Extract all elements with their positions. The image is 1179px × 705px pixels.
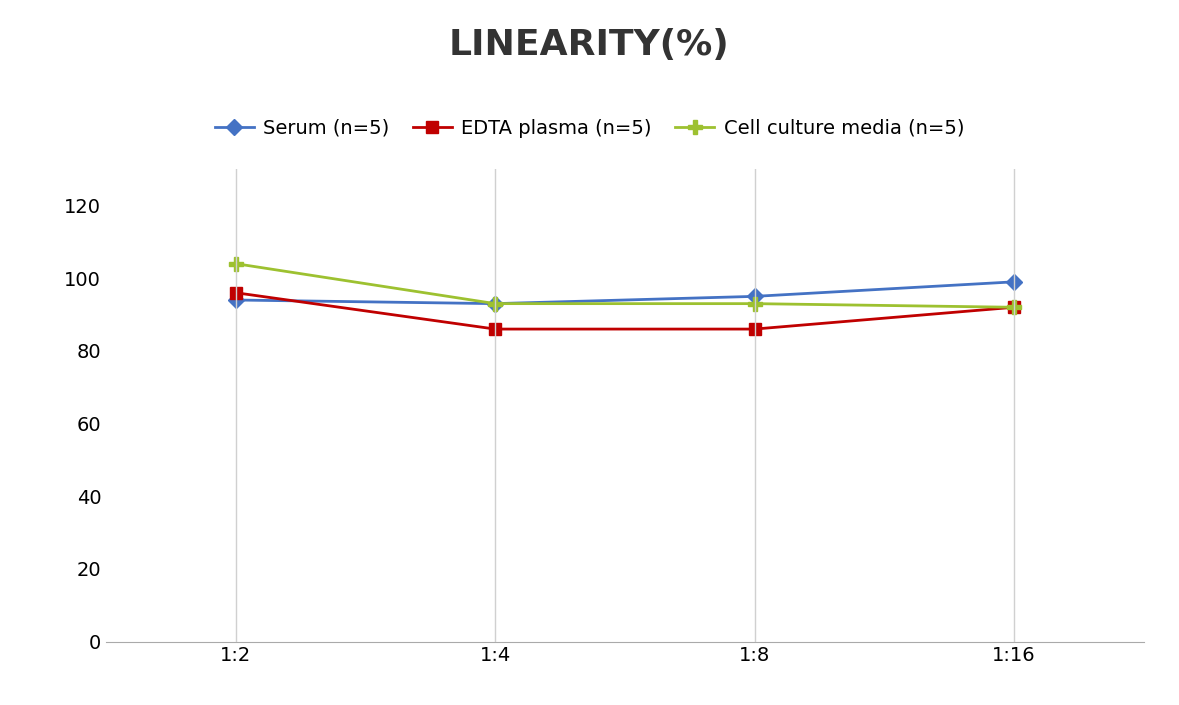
Cell culture media (n=5) xyxy=(1007,303,1021,312)
EDTA plasma (n=5) xyxy=(747,325,762,333)
Serum (n=5) xyxy=(1007,278,1021,286)
EDTA plasma (n=5) xyxy=(229,288,243,297)
Serum (n=5) xyxy=(747,292,762,300)
Cell culture media (n=5) xyxy=(229,259,243,268)
Line: EDTA plasma (n=5): EDTA plasma (n=5) xyxy=(230,287,1020,335)
Cell culture media (n=5) xyxy=(747,300,762,308)
Serum (n=5) xyxy=(488,300,502,308)
EDTA plasma (n=5) xyxy=(1007,303,1021,312)
Line: Serum (n=5): Serum (n=5) xyxy=(230,276,1020,309)
Legend: Serum (n=5), EDTA plasma (n=5), Cell culture media (n=5): Serum (n=5), EDTA plasma (n=5), Cell cul… xyxy=(215,119,964,138)
EDTA plasma (n=5) xyxy=(488,325,502,333)
Text: LINEARITY(%): LINEARITY(%) xyxy=(449,28,730,62)
Line: Cell culture media (n=5): Cell culture media (n=5) xyxy=(229,257,1021,314)
Cell culture media (n=5) xyxy=(488,300,502,308)
Serum (n=5) xyxy=(229,296,243,305)
